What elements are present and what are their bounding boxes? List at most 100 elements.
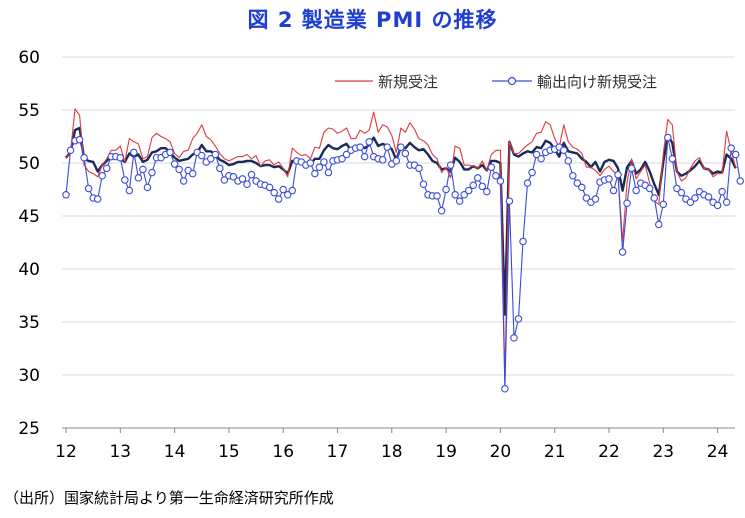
- export-orders-point: [519, 237, 527, 246]
- export-orders-point: [573, 179, 582, 187]
- export-orders-point: [731, 150, 740, 159]
- export-orders-point: [501, 385, 509, 393]
- export-orders-point: [478, 182, 487, 191]
- export-orders-point: [677, 188, 686, 197]
- export-orders-point: [270, 188, 278, 197]
- export-orders-point: [492, 171, 500, 180]
- y-tick-label: 40: [18, 260, 40, 280]
- export-orders-point: [523, 179, 532, 187]
- export-orders-point: [496, 177, 505, 185]
- export-orders-point: [605, 175, 613, 183]
- export-orders-point: [451, 191, 459, 199]
- export-orders-point: [148, 168, 156, 177]
- export-orders-point: [532, 150, 541, 159]
- export-orders-point: [582, 194, 591, 202]
- legend-new-orders-label: 新規受注: [378, 73, 438, 91]
- export-orders-point: [673, 184, 681, 193]
- x-tick-label: 20: [490, 442, 512, 462]
- y-tick-label: 35: [18, 313, 40, 333]
- export-orders-point: [537, 155, 545, 163]
- x-tick-label: 19: [435, 442, 457, 462]
- export-orders-point: [578, 183, 586, 192]
- export-orders-point: [483, 187, 491, 196]
- x-tick-label: 21: [544, 442, 566, 462]
- x-tick-label: 12: [55, 442, 77, 462]
- export-orders-point: [139, 165, 147, 174]
- export-orders-point: [446, 161, 455, 169]
- y-tick-label: 25: [18, 419, 40, 439]
- export-orders-point: [243, 180, 251, 188]
- export-orders-point: [514, 315, 523, 323]
- export-orders-point: [220, 176, 229, 184]
- export-orders-point: [609, 186, 618, 195]
- export-orders-point: [487, 163, 496, 171]
- export-orders-point: [80, 153, 88, 162]
- export-orders-point: [84, 184, 93, 193]
- export-orders-point: [315, 163, 324, 171]
- export-orders-point: [713, 201, 722, 210]
- export-orders-point: [736, 177, 744, 185]
- export-orders-point: [274, 195, 283, 203]
- export-orders-point: [143, 183, 152, 192]
- export-orders-point: [505, 197, 514, 205]
- export-orders-point: [98, 171, 106, 180]
- export-orders-point: [383, 143, 392, 151]
- export-orders-point: [510, 334, 518, 342]
- export-orders-point: [397, 143, 405, 151]
- export-orders-point: [704, 193, 713, 201]
- export-orders-point: [460, 191, 468, 199]
- export-orders-point: [93, 195, 102, 203]
- export-orders-point: [179, 177, 188, 185]
- export-orders-point: [442, 185, 450, 194]
- export-orders-point: [618, 248, 627, 256]
- export-orders-point: [342, 150, 351, 159]
- export-orders-point: [247, 170, 256, 179]
- legend-export-orders-marker: [507, 76, 517, 86]
- export-orders-point: [623, 199, 631, 208]
- export-orders-point: [229, 173, 238, 181]
- export-orders-point: [727, 144, 735, 152]
- export-orders-point: [356, 143, 364, 151]
- source-note: （出所）国家統計局より第一生命経済研究所作成: [4, 489, 334, 507]
- x-tick-label: 23: [652, 442, 674, 462]
- y-tick-label: 45: [18, 207, 40, 227]
- export-orders-point: [75, 135, 84, 144]
- export-orders-point: [632, 186, 640, 195]
- export-orders-point: [360, 152, 369, 161]
- export-orders-point: [659, 200, 668, 209]
- export-orders-point: [627, 164, 636, 173]
- export-orders-point: [62, 191, 70, 199]
- export-orders-point: [686, 198, 695, 206]
- export-orders-point: [437, 206, 446, 215]
- export-orders-point: [66, 146, 75, 155]
- export-orders-point: [378, 156, 387, 164]
- export-orders-point: [102, 164, 111, 173]
- export-orders-point: [166, 148, 174, 157]
- export-orders-point: [207, 155, 215, 163]
- export-orders-point: [455, 197, 464, 205]
- export-orders-point: [650, 194, 658, 202]
- x-tick-label: 15: [218, 442, 240, 462]
- legend-export-orders-label: 輸出向け新規受注: [537, 73, 657, 91]
- export-orders-point: [211, 150, 220, 159]
- export-orders-point: [283, 191, 292, 199]
- export-orders-point: [559, 146, 568, 155]
- export-orders-point: [306, 159, 315, 167]
- export-orders-point: [121, 176, 129, 184]
- export-orders-point: [415, 164, 423, 173]
- export-orders-point: [170, 160, 179, 168]
- export-orders-point: [401, 149, 410, 158]
- export-orders-point: [718, 187, 726, 196]
- export-orders-point: [216, 164, 224, 173]
- export-orders-point: [320, 158, 328, 166]
- export-orders-point: [279, 185, 287, 194]
- chart-title: 図 2 製造業 PMI の推移: [247, 8, 498, 32]
- export-orders-point: [569, 171, 577, 180]
- x-tick-label: 13: [109, 442, 131, 462]
- x-tick-label: 18: [381, 442, 403, 462]
- export-orders-point: [134, 174, 143, 182]
- y-tick-label: 30: [18, 366, 40, 386]
- export-orders-point: [130, 148, 138, 157]
- export-orders-point: [691, 194, 699, 202]
